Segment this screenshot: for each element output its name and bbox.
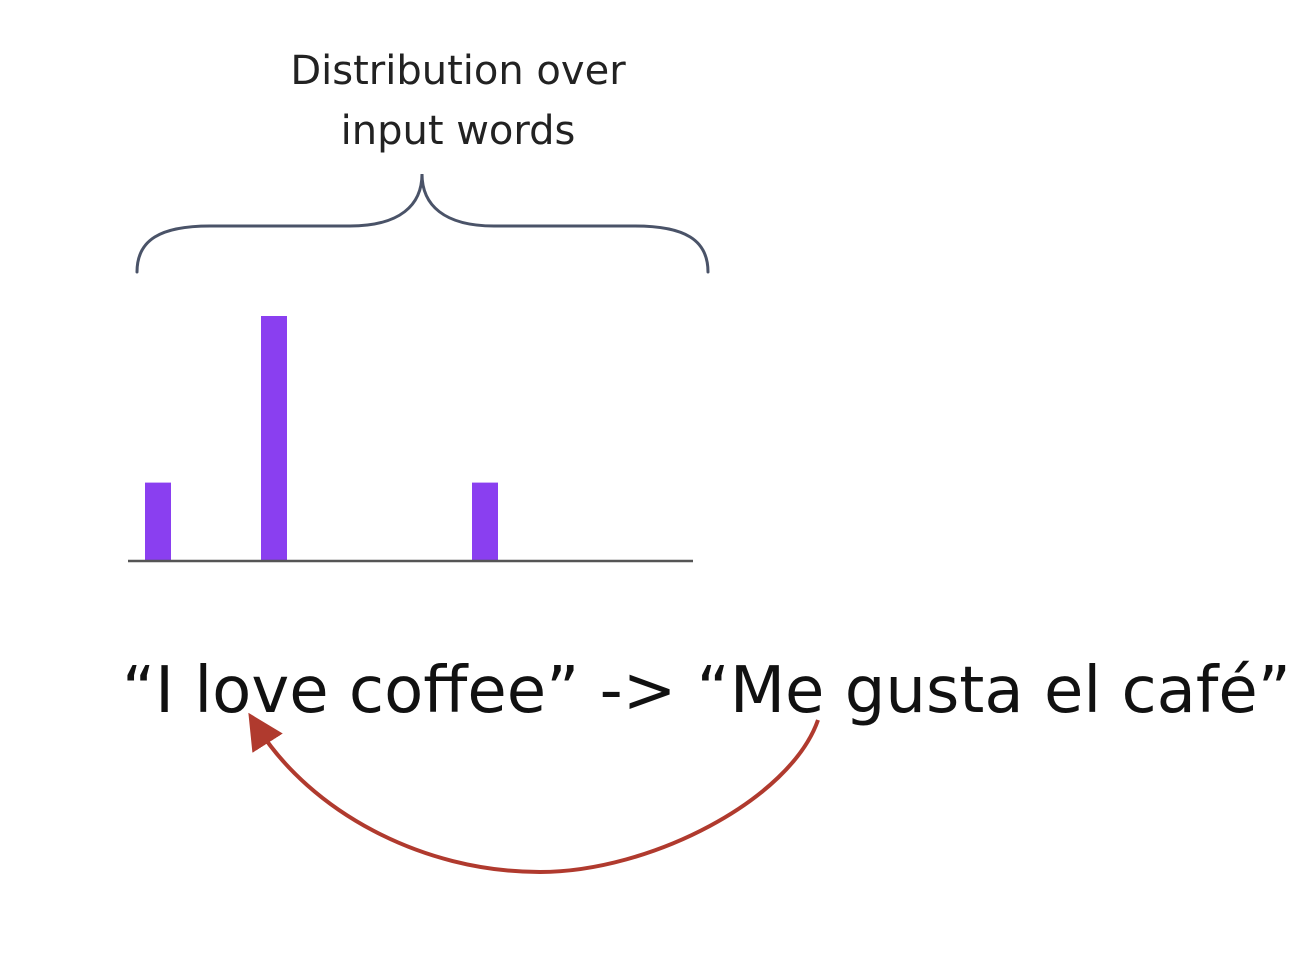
distribution-bar bbox=[472, 482, 498, 561]
attention-arrow-icon bbox=[248, 712, 820, 875]
heading-line-1: Distribution over bbox=[290, 48, 626, 94]
heading-line-2: input words bbox=[341, 108, 576, 154]
curly-brace-icon bbox=[135, 173, 710, 274]
translation-sentence: “I love coffee” -> “Me gusta el café” bbox=[122, 654, 1291, 728]
distribution-bar bbox=[145, 482, 171, 561]
distribution-bar bbox=[261, 316, 287, 561]
distribution-bars bbox=[145, 316, 498, 561]
